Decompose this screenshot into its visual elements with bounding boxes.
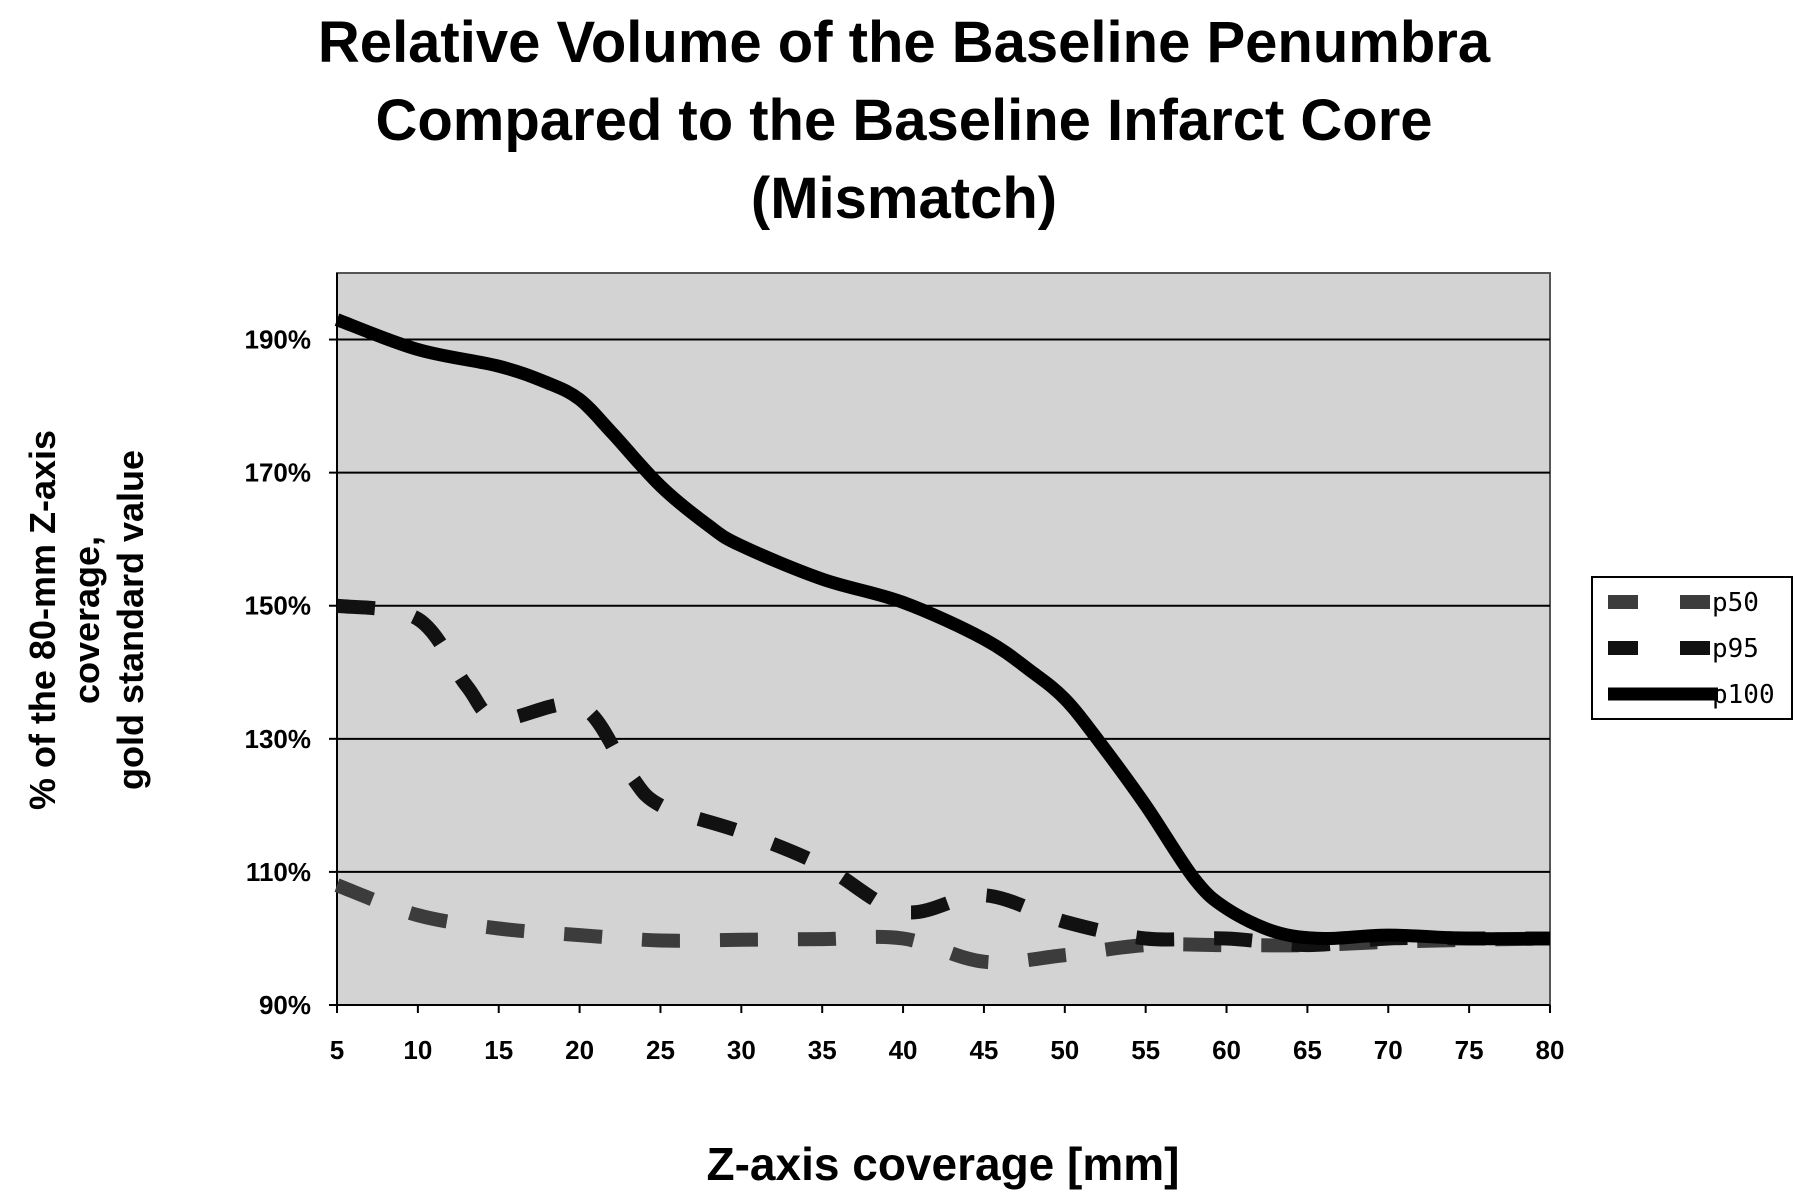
- x-tick-label: 35: [808, 1035, 837, 1065]
- x-tick-label: 30: [727, 1035, 756, 1065]
- y-tick-label: 190%: [245, 325, 312, 355]
- legend-label-p50: p50: [1712, 588, 1759, 618]
- y-ticks: 90% 110% 130% 150% 170% 190%: [245, 325, 337, 1020]
- y-tick-label: 150%: [245, 591, 312, 621]
- legend: p50 p95 p100: [1591, 576, 1793, 720]
- chart-title-line-1: Relative Volume of the Baseline Penumbra: [318, 10, 1491, 75]
- series-line-p100: [334, 313, 1551, 946]
- x-tick-label: 60: [1212, 1035, 1241, 1065]
- x-tick-label: 10: [403, 1035, 432, 1065]
- x-axis-title: Z-axis coverage [mm]: [707, 1138, 1180, 1190]
- y-axis-title-line-2: coverage,: [66, 536, 107, 704]
- y-tick-label: 90%: [259, 990, 311, 1020]
- y-tick-label: 110%: [246, 857, 311, 887]
- series-line-p95: [335, 598, 1550, 953]
- y-axis-title: % of the 80-mm Z-axis coverage, gold sta…: [22, 430, 151, 810]
- x-tick-label: 75: [1455, 1035, 1484, 1065]
- chart-title-line-2: Compared to the Baseline Infarct Core: [375, 88, 1432, 153]
- x-tick-label: 80: [1536, 1035, 1565, 1065]
- y-axis-title-line-1: % of the 80-mm Z-axis: [22, 430, 63, 810]
- x-tick-label: 65: [1293, 1035, 1322, 1065]
- gridlines: [337, 338, 1550, 873]
- series-layer: [334, 313, 1551, 970]
- x-tick-label: 25: [646, 1035, 675, 1065]
- legend-label-p95: p95: [1712, 634, 1759, 664]
- x-ticks: 5 10 15 20 25 30 35 40 45 50 55 60 65 70 75 80: [330, 1005, 1565, 1065]
- x-tick-label: 50: [1050, 1035, 1079, 1065]
- x-tick-label: 20: [565, 1035, 594, 1065]
- chart-title: Relative Volume of the Baseline Penumbra…: [318, 10, 1491, 231]
- x-tick-label: 55: [1131, 1035, 1160, 1065]
- x-tick-label: 5: [330, 1035, 344, 1065]
- y-tick-label: 170%: [245, 458, 312, 488]
- y-axis-title-line-3: gold standard value: [110, 450, 151, 790]
- y-tick-label: 130%: [245, 724, 312, 754]
- axes: [336, 273, 1550, 1006]
- x-tick-label: 40: [889, 1035, 918, 1065]
- x-tick-label: 70: [1374, 1035, 1403, 1065]
- x-tick-label: 45: [969, 1035, 998, 1065]
- legend-label-p100: p100: [1712, 680, 1775, 710]
- x-tick-label: 15: [484, 1035, 513, 1065]
- chart-title-line-3: (Mismatch): [751, 166, 1057, 231]
- plot-area: [336, 272, 1551, 1006]
